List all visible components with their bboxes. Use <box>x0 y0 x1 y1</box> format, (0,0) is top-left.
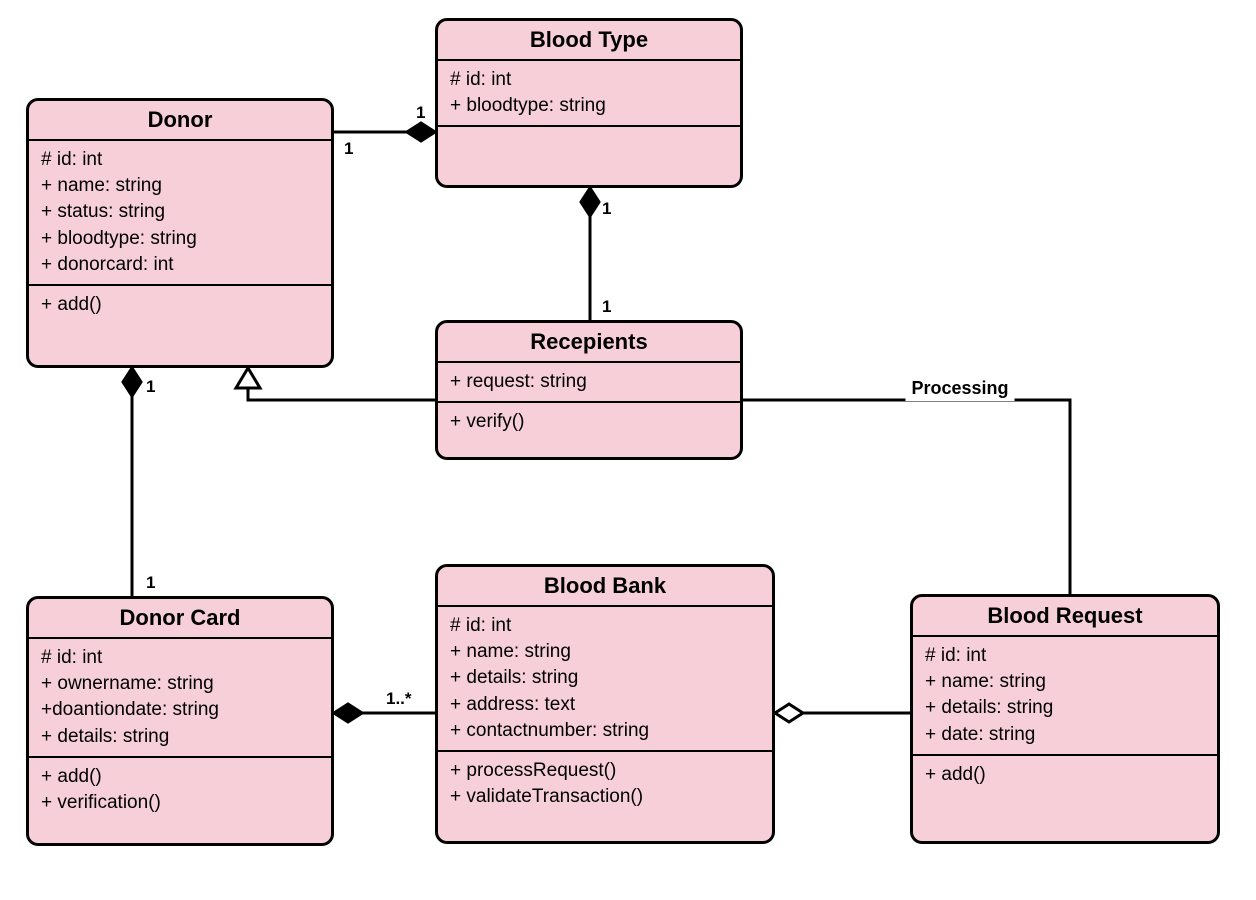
attrs: + request: string <box>438 363 740 401</box>
svg-text:1: 1 <box>146 573 155 592</box>
svg-text:1: 1 <box>344 139 353 158</box>
svg-text:1: 1 <box>146 377 155 396</box>
ops: + add() <box>29 286 331 324</box>
ops <box>438 127 740 167</box>
class-title: Donor Card <box>29 599 331 637</box>
attrs: # id: int + name: string + details: stri… <box>913 637 1217 754</box>
ops: + add() <box>913 756 1217 794</box>
class-bloodrequest: Blood Request # id: int + name: string +… <box>910 594 1220 844</box>
attrs: # id: int + name: string + details: stri… <box>438 607 772 750</box>
attrs: # id: int + bloodtype: string <box>438 61 740 125</box>
attrs: # id: int + name: string + status: strin… <box>29 141 331 284</box>
class-title: Recepients <box>438 323 740 361</box>
class-title: Blood Type <box>438 21 740 59</box>
svg-text:1: 1 <box>416 103 425 122</box>
class-donor: Donor # id: int + name: string + status:… <box>26 98 334 368</box>
svg-text:1: 1 <box>602 297 611 316</box>
class-title: Donor <box>29 101 331 139</box>
class-donorcard: Donor Card # id: int + ownername: string… <box>26 596 334 846</box>
ops: + verify() <box>438 403 740 441</box>
svg-text:1: 1 <box>602 199 611 218</box>
ops: + add() + verification() <box>29 758 331 822</box>
class-bloodbank: Blood Bank # id: int + name: string + de… <box>435 564 775 844</box>
class-title: Blood Bank <box>438 567 772 605</box>
ops: + processRequest() + validateTransaction… <box>438 752 772 816</box>
svg-text:Processing: Processing <box>911 378 1008 398</box>
class-recepients: Recepients + request: string + verify() <box>435 320 743 460</box>
attrs: # id: int + ownername: string +doantiond… <box>29 639 331 756</box>
class-bloodtype: Blood Type # id: int + bloodtype: string <box>435 18 743 188</box>
class-title: Blood Request <box>913 597 1217 635</box>
svg-text:1..*: 1..* <box>386 689 412 708</box>
